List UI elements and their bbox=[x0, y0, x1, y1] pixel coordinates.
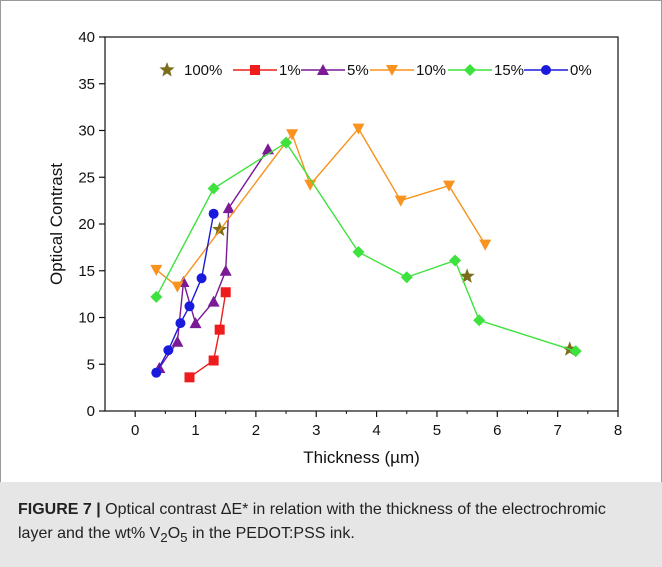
series-5pct bbox=[153, 143, 274, 373]
legend-item: 0% bbox=[524, 62, 592, 79]
data-point bbox=[220, 287, 231, 298]
caption-label: FIGURE 7 | bbox=[18, 501, 101, 518]
y-tick-label: 15 bbox=[78, 263, 95, 280]
caption-text-end: in the PEDOT:PSS ink. bbox=[187, 525, 355, 542]
data-point bbox=[175, 318, 186, 329]
legend-marker bbox=[541, 65, 551, 75]
caption-text: Optical contrast ΔE* in relation with th… bbox=[18, 501, 606, 542]
caption-text-mid: O bbox=[167, 525, 181, 542]
data-point bbox=[400, 271, 413, 284]
x-tick-label: 0 bbox=[131, 422, 139, 439]
data-point bbox=[184, 372, 195, 383]
legend-item: 100% bbox=[159, 62, 222, 79]
legend-item: 1% bbox=[233, 62, 301, 79]
data-point bbox=[394, 195, 407, 207]
y-tick-label: 20 bbox=[78, 216, 95, 233]
x-tick-label: 8 bbox=[614, 422, 622, 439]
data-point bbox=[473, 314, 486, 327]
series-line bbox=[189, 292, 227, 378]
data-point bbox=[479, 239, 492, 251]
data-point bbox=[171, 335, 184, 347]
data-point bbox=[459, 268, 475, 283]
series-layer bbox=[150, 123, 582, 383]
data-point bbox=[261, 143, 274, 155]
y-axis-label: Optical Contrast bbox=[47, 163, 66, 285]
data-point bbox=[280, 136, 293, 149]
legend-marker bbox=[250, 65, 260, 75]
data-point bbox=[151, 367, 162, 378]
data-point bbox=[150, 290, 163, 303]
x-tick-label: 6 bbox=[493, 422, 501, 439]
plot-area-border bbox=[104, 36, 619, 412]
data-point bbox=[207, 295, 220, 307]
x-tick-label: 2 bbox=[252, 422, 260, 439]
legend-item: 15% bbox=[448, 62, 524, 79]
data-point bbox=[163, 345, 174, 356]
series-10pct bbox=[150, 123, 492, 293]
x-tick-label: 5 bbox=[433, 422, 441, 439]
data-point bbox=[443, 180, 456, 192]
legend-item: 5% bbox=[301, 62, 369, 79]
caption-subscript: 5 bbox=[180, 530, 188, 546]
legend-label: 10% bbox=[416, 62, 446, 79]
legend-marker bbox=[317, 64, 329, 75]
y-tick-label: 35 bbox=[78, 76, 95, 93]
x-tick-label: 3 bbox=[312, 422, 320, 439]
series-15pct bbox=[150, 136, 582, 358]
x-tick-label: 1 bbox=[191, 422, 199, 439]
legend-marker bbox=[464, 64, 476, 76]
chart: 0 1 2 3 4 5 6 7 8 0 5 10 15 20 25 30 35 40 100% 1% 5% 10% 15%… bbox=[47, 29, 622, 467]
data-point bbox=[208, 355, 219, 366]
series-line bbox=[155, 141, 577, 352]
series-line bbox=[155, 127, 486, 288]
data-point bbox=[212, 221, 228, 237]
legend-label: 15% bbox=[494, 62, 524, 79]
legend-label: 1% bbox=[279, 62, 301, 79]
data-point bbox=[171, 281, 184, 293]
series-100pct bbox=[212, 221, 578, 356]
data-point bbox=[286, 129, 299, 141]
x-tick-label: 4 bbox=[372, 422, 380, 439]
axes: 0 1 2 3 4 5 6 7 8 0 5 10 15 20 25 30 35 40 bbox=[78, 29, 622, 439]
legend-label: 0% bbox=[570, 62, 592, 79]
legend-label: 100% bbox=[184, 62, 222, 79]
figure-caption: FIGURE 7 | Optical contrast ΔE* in relat… bbox=[0, 482, 662, 567]
data-point bbox=[184, 301, 195, 312]
legend-marker bbox=[386, 65, 398, 76]
data-point bbox=[352, 246, 365, 259]
legend: 100% 1% 5% 10% 15% 0% bbox=[159, 62, 592, 79]
caption-subscript: 2 bbox=[160, 530, 168, 546]
series-1pct bbox=[184, 287, 231, 383]
y-tick-label: 0 bbox=[87, 403, 95, 420]
data-point bbox=[189, 317, 202, 329]
series-0pct bbox=[151, 208, 219, 378]
data-point bbox=[207, 182, 220, 195]
data-point bbox=[222, 202, 235, 214]
y-tick-label: 10 bbox=[78, 310, 95, 327]
x-tick-label: 7 bbox=[553, 422, 561, 439]
x-axis-label: Thickness (µm) bbox=[303, 448, 420, 467]
legend-item: 10% bbox=[370, 62, 446, 79]
data-point bbox=[569, 345, 582, 358]
y-tick-label: 5 bbox=[87, 356, 95, 373]
legend-marker bbox=[159, 62, 175, 77]
data-point bbox=[214, 324, 225, 335]
data-point bbox=[208, 208, 219, 219]
data-point bbox=[352, 123, 365, 135]
y-tick-label: 30 bbox=[78, 123, 95, 140]
data-point bbox=[196, 273, 207, 284]
y-tick-label: 25 bbox=[78, 169, 95, 186]
data-point bbox=[150, 264, 163, 276]
y-tick-label: 40 bbox=[78, 29, 95, 46]
data-point bbox=[449, 254, 462, 267]
data-point bbox=[219, 264, 232, 276]
legend-label: 5% bbox=[347, 62, 369, 79]
